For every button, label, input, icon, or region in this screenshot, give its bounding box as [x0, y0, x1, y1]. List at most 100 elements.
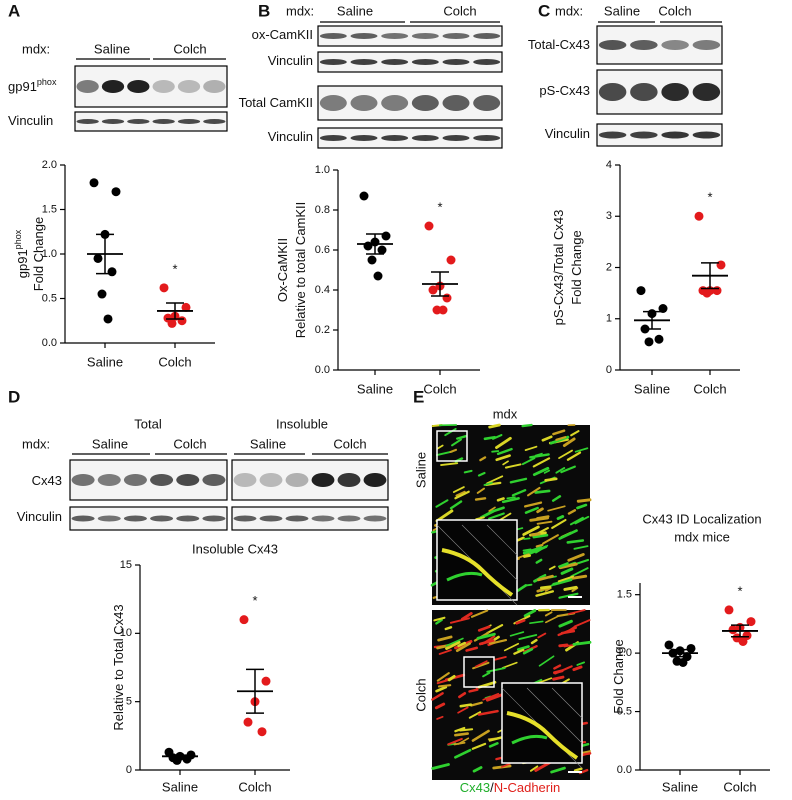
stain: [553, 664, 562, 670]
blot-band: [381, 95, 409, 111]
y-tick-label: 15: [120, 559, 132, 571]
blot-band: [381, 33, 409, 39]
stain: [529, 765, 539, 772]
stain: [509, 477, 528, 484]
y-tick-label: 0.0: [617, 764, 632, 776]
row-label-part: Vinculin: [268, 53, 313, 68]
y-axis-label: pS-Cx43/Total Cx43: [551, 210, 566, 326]
x-tick-label: Saline: [87, 354, 123, 369]
stain: [435, 618, 443, 625]
blot-band: [473, 95, 501, 111]
data-point: [103, 314, 113, 324]
data-point: [636, 286, 646, 296]
blot-band: [350, 33, 378, 39]
inset-marker: [463, 656, 495, 688]
data-point: [644, 337, 654, 347]
x-tick-label: Colch: [158, 354, 191, 369]
blot-band: [692, 83, 721, 101]
error-bar: [171, 754, 189, 759]
stain: [515, 619, 526, 625]
stain: [485, 693, 505, 702]
section-label: Total: [134, 416, 162, 431]
stain: [530, 532, 541, 537]
stain: [495, 454, 511, 462]
panel-label: B: [258, 1, 270, 20]
y-tick-label: 1: [606, 313, 612, 325]
blot-band: [337, 473, 361, 487]
data-point: [177, 316, 187, 326]
blot-band: [319, 95, 347, 111]
stain: [532, 533, 549, 539]
data-point: [686, 643, 696, 653]
y-axis-label: Fold Change: [569, 230, 584, 304]
stain: [474, 497, 487, 501]
blot-band: [285, 515, 309, 522]
stain: [550, 766, 566, 774]
blot-band: [311, 515, 335, 522]
data-point: [702, 288, 712, 298]
y-tick-label: 0.8: [315, 204, 330, 216]
significance: *: [737, 583, 742, 598]
data-point: [712, 286, 722, 296]
blot-band: [473, 33, 501, 39]
stain: [447, 674, 456, 682]
stain: [503, 642, 520, 652]
stain: [431, 763, 450, 770]
stain: [486, 475, 504, 485]
stain: [488, 512, 505, 520]
blot-band: [233, 473, 257, 487]
row-label-part: pS-Cx43: [539, 83, 590, 98]
blot-band: [233, 515, 257, 522]
data-point: [167, 318, 177, 328]
stain: [556, 515, 565, 521]
stain: [444, 626, 453, 631]
blot-band: [442, 135, 470, 141]
group-label: Colch: [658, 3, 691, 18]
blot-band: [71, 515, 95, 522]
stain: [543, 469, 551, 474]
stain: [535, 543, 544, 548]
stain: [491, 450, 500, 453]
stain: [454, 732, 469, 737]
y-tick-label: 0.0: [315, 364, 330, 376]
blot-band: [176, 474, 200, 486]
y-tick-label: 1.0: [42, 248, 57, 260]
stain: [562, 437, 576, 448]
y-axis-label-part: Fold Change: [31, 217, 46, 291]
stain: [459, 728, 474, 732]
stain: [449, 617, 470, 624]
data-point: [654, 334, 664, 344]
y-axis-label-part: Fold Change: [569, 230, 584, 304]
inset-marker: [436, 430, 468, 462]
inset-stain: [441, 548, 514, 597]
stain: [490, 506, 505, 513]
y-axis-label: Fold Change: [31, 217, 46, 291]
blot-band: [259, 515, 283, 522]
x-tick-label: Saline: [662, 779, 698, 794]
blot-band: [661, 40, 689, 50]
image-caption: Cx43/N-Cadherin: [460, 780, 560, 795]
x-tick-label: Saline: [357, 381, 393, 396]
mdx-label: mdx:: [22, 41, 50, 56]
blot-box: [231, 506, 389, 531]
data-point: [107, 267, 117, 277]
y-tick-label: 1.0: [315, 164, 330, 176]
y-tick-label: 3: [606, 210, 612, 222]
blot-band: [150, 515, 174, 522]
blot-band: [259, 473, 283, 487]
data-point: [243, 717, 253, 727]
stain: [535, 590, 554, 597]
y-tick-label: 0: [606, 364, 612, 376]
data-point: [377, 245, 387, 255]
stain: [513, 648, 525, 655]
blot-band: [598, 40, 627, 50]
data-point: [738, 636, 748, 646]
stain: [438, 649, 452, 655]
data-point: [728, 625, 738, 635]
stain: [436, 444, 444, 450]
blot-box: [317, 85, 503, 121]
y-tick-label: 0.2: [315, 324, 330, 336]
stain: [488, 742, 499, 748]
group-label: Saline: [337, 3, 373, 18]
